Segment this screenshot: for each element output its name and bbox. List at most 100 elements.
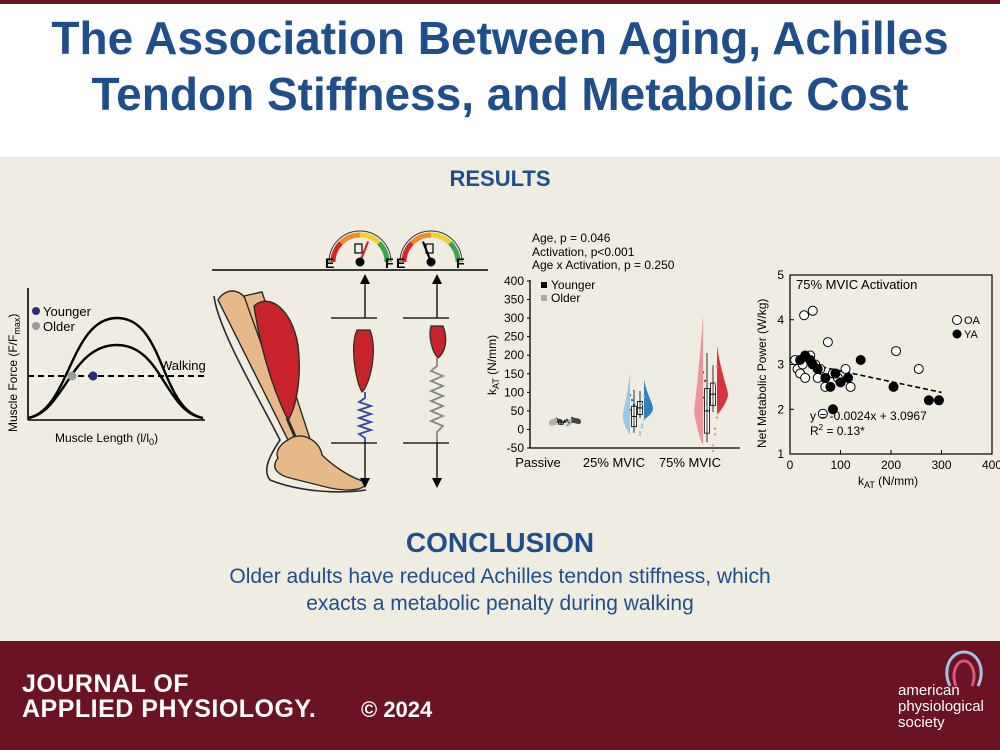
raw-point-older-0-7 xyxy=(567,422,571,426)
figure-canvas: Younger Older Walking Muscle Length (l/l… xyxy=(6,230,1000,493)
violin-older-0 xyxy=(549,416,557,426)
violin-y-tick-9: 400 xyxy=(504,274,524,288)
walking-label: Walking xyxy=(160,358,206,373)
footer-bar xyxy=(0,641,1000,750)
scatter-x-label-main: k xyxy=(858,474,865,488)
scatter-y-tick-3: 4 xyxy=(777,313,784,327)
gauge-0-orange-band xyxy=(339,232,361,245)
violin-younger-0 xyxy=(571,416,581,425)
society-line-1: american xyxy=(898,682,960,699)
younger-model-arrowhead-down xyxy=(360,478,370,488)
older-model-spring xyxy=(428,358,446,443)
violin-y-ticks: -50 0 50 100 150 200 250 300 350 400 xyxy=(504,274,530,455)
scatter-r2: R2 = 0.13* xyxy=(810,423,865,438)
scatter-point-ya-14 xyxy=(933,395,944,406)
gauge-0-yellow-band xyxy=(359,232,381,245)
leg-illustration xyxy=(212,269,488,493)
violin-y-tick-4: 150 xyxy=(504,367,524,381)
conclusion-line-1: Older adults have reduced Achilles tendo… xyxy=(229,565,771,588)
raw-point-older-0-2 xyxy=(569,422,573,425)
violin-y-tick-3: 100 xyxy=(504,385,524,399)
raw-point-older-2-2 xyxy=(715,416,719,419)
gauge-1-red-band xyxy=(401,241,414,263)
older-model-arrowhead-up xyxy=(432,274,442,284)
raw-point-older-2-7 xyxy=(713,427,717,430)
results-heading: RESULTS xyxy=(449,166,551,191)
raw-point-older-2-1 xyxy=(713,433,717,436)
scatter-r2-main: R xyxy=(810,424,819,438)
society-logo-icon xyxy=(945,650,983,687)
younger-muscle-tendon-model xyxy=(331,274,377,488)
violin-category-0: Passive xyxy=(515,455,561,470)
scatter-point-ya-11 xyxy=(827,404,838,415)
raw-point-older-1-6 xyxy=(638,431,642,434)
scatter-legend-ya-marker xyxy=(952,329,962,339)
raw-point-older-0-5 xyxy=(569,418,573,422)
violin-y-tick-5: 200 xyxy=(504,348,524,362)
scatter-point-ya-4 xyxy=(812,363,823,374)
scatter-x-tick-1: 100 xyxy=(830,458,850,472)
raw-point-older-1-1 xyxy=(640,425,644,429)
younger-model-muscle xyxy=(353,329,374,393)
younger-walking-point xyxy=(88,371,98,381)
scatter-legend-oa: OA xyxy=(964,315,981,327)
younger-model-arrowhead-up xyxy=(360,274,370,284)
raw-point-older-1-4 xyxy=(640,403,644,406)
older-force-length-curve xyxy=(27,343,204,420)
scatter-x-label-end: (N/mm) xyxy=(875,474,918,488)
violin-older-1 xyxy=(622,371,630,435)
raw-point-older-0-4 xyxy=(567,419,571,423)
journal-line-2: APPLIED PHYSIOLOGY. xyxy=(22,695,317,723)
younger-model-spring xyxy=(356,392,374,443)
gauge-0-hub xyxy=(355,257,365,267)
force-length-x-label-main: Muscle Length (l/l xyxy=(55,431,149,445)
raw-point-older-2-6 xyxy=(711,444,715,447)
younger-force-length-curve xyxy=(27,316,204,420)
raw-point-older-2-0 xyxy=(711,449,715,453)
younger-fuel-gauge: E F xyxy=(325,230,394,271)
scatter-point-ya-9 xyxy=(843,372,854,383)
gauge-0-green-band xyxy=(377,241,390,263)
scatter-y-tick-2: 3 xyxy=(777,358,784,372)
violin-y-tick-8: 350 xyxy=(504,293,524,307)
gauge-0-full-label: F xyxy=(385,255,394,271)
older-walking-point xyxy=(67,371,77,381)
force-length-diagram: Younger Older Walking Muscle Length (l/l… xyxy=(6,288,206,447)
raw-point-older-0-3 xyxy=(565,420,569,424)
content-panel: Younger Older Walking Muscle Length (l/l… xyxy=(0,157,1000,641)
scatter-point-ya-7 xyxy=(830,368,841,379)
scatter-point-ya-10 xyxy=(855,355,866,366)
scatter-y-tick-4: 5 xyxy=(777,268,784,282)
logo-inner-loop xyxy=(952,659,976,687)
raw-point-older-2-4 xyxy=(713,382,717,386)
scatter-point-oa-15 xyxy=(840,363,851,374)
foot-bones xyxy=(274,435,367,491)
raw-point-older-2-3 xyxy=(711,399,715,403)
calf-muscle xyxy=(253,300,300,422)
gauge-1-green-band xyxy=(448,241,461,263)
conclusion-heading: CONCLUSION xyxy=(405,527,595,558)
violin-y-tick-1: 0 xyxy=(517,422,524,436)
journal-name: JOURNAL OF APPLIED PHYSIOLOGY. xyxy=(22,672,316,722)
older-muscle-tendon-model xyxy=(403,274,449,488)
gauge-0-outline xyxy=(328,230,392,263)
force-length-y-label-end: ) xyxy=(6,314,20,318)
scatter-x-tick-3: 300 xyxy=(931,458,951,472)
violin-younger-2 xyxy=(717,345,728,415)
violin-older-2 xyxy=(694,312,703,445)
gauge-1-orange-band xyxy=(410,232,432,245)
scatter-legend-oa-marker xyxy=(952,315,962,325)
scatter-point-oa-4 xyxy=(799,310,810,321)
raw-point-younger-1-4 xyxy=(630,398,634,402)
legend-younger-dot xyxy=(32,307,40,315)
journal-line-1: JOURNAL OF xyxy=(22,670,190,698)
society-name: american physiological society xyxy=(898,683,984,731)
raw-point-older-1-2 xyxy=(642,418,646,421)
logo-outer-loop xyxy=(945,650,983,687)
raw-point-older-1-3 xyxy=(638,410,642,414)
scatter-point-oa-19 xyxy=(913,363,924,374)
leg-outline xyxy=(213,295,367,493)
scatter-x-tick-4: 400 xyxy=(982,458,1000,472)
raw-point-older-1-0 xyxy=(638,433,642,437)
gauge-1-hub xyxy=(426,257,436,267)
